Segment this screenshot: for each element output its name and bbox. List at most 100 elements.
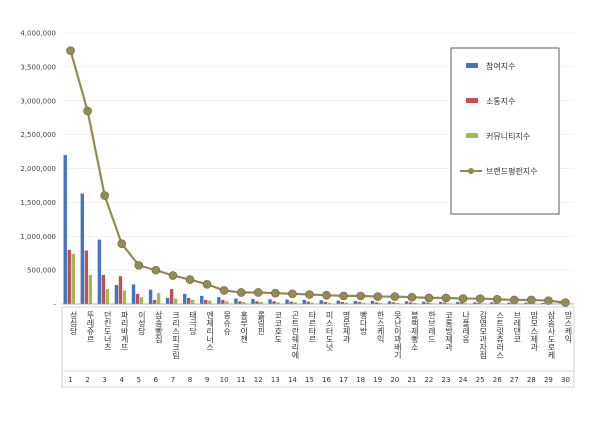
bar [289, 301, 293, 304]
legend-swatch [466, 63, 478, 68]
y-tick-label: 2,000,000 [20, 165, 56, 173]
brand-line-point [202, 280, 212, 289]
brand-line-point [288, 289, 297, 299]
legend-swatch-point [468, 168, 474, 174]
brand-line-point [236, 288, 246, 297]
y-tick-label: 1,500,000 [20, 199, 56, 207]
bar [370, 300, 375, 304]
bar [165, 297, 170, 304]
bar [285, 299, 289, 304]
category-label: 코코호도 [274, 311, 283, 343]
bar [443, 302, 447, 304]
brand-line-point [544, 296, 553, 305]
bar [259, 301, 263, 304]
bar [63, 154, 67, 304]
x-axis: 성심당 1 뚜레쥬르 2 던킨도너츠 3 파리바게뜨 4 이성당 5 삼송빵집 6 크리스피크림 7 태극당… [61, 303, 575, 388]
bar [327, 302, 331, 304]
bar [268, 299, 272, 304]
bar [276, 302, 280, 304]
category-index: 9 [205, 376, 209, 384]
legend-swatch [466, 133, 478, 138]
category-index: 6 [154, 376, 159, 384]
bar [306, 301, 310, 304]
category-index: 17 [339, 376, 348, 384]
bar [340, 301, 344, 304]
bar [353, 300, 358, 304]
category-index: 8 [188, 376, 192, 384]
category-index: 29 [544, 376, 553, 384]
bar [200, 295, 204, 304]
category-label: 맘모스제과 [530, 310, 539, 352]
category-label: 명문제과 [342, 310, 351, 344]
bar [148, 289, 153, 304]
bar [234, 298, 238, 304]
bar [101, 274, 106, 304]
category-index: 30 [561, 376, 570, 384]
category-label: 이성당 [137, 310, 146, 335]
category-index: 15 [305, 376, 314, 384]
brand-line-point [373, 292, 383, 301]
bar [221, 299, 225, 304]
brand-line-point [322, 290, 331, 300]
bar [477, 302, 481, 304]
bar [131, 284, 136, 304]
category-label: 삼송빵집 [154, 310, 163, 343]
bar [408, 302, 413, 304]
bar [421, 301, 426, 304]
category-index: 22 [424, 376, 433, 384]
category-index: 27 [510, 376, 519, 384]
bar [524, 302, 528, 304]
bar [105, 289, 110, 304]
brand-line-point [441, 293, 451, 303]
category-index: 21 [407, 376, 416, 384]
category-index: 2 [85, 376, 89, 384]
bar [387, 301, 392, 304]
bar [156, 293, 161, 304]
category-label: 못난이꽈배기 [393, 311, 402, 360]
category-label: 블랙제빵소 [410, 310, 419, 351]
bar [404, 301, 409, 304]
bar [208, 300, 212, 304]
category-label: 던킨도너츠 [103, 310, 112, 351]
brand-line-point [509, 295, 519, 305]
category-index: 12 [254, 376, 263, 384]
bar [344, 302, 348, 304]
y-tick-label: 4,000,000 [20, 30, 56, 38]
bar [378, 302, 383, 304]
bar [395, 302, 400, 304]
bar [302, 299, 306, 304]
y-grid [62, 32, 574, 271]
legend-label: 참여지수 [486, 61, 515, 71]
bar [242, 301, 246, 304]
category-label: 미스터도넛 [325, 311, 334, 352]
category-label: 한브레드 [427, 311, 436, 343]
legend-label: 소통지수 [486, 97, 515, 106]
category-index: 23 [442, 376, 451, 384]
category-label: 뚜레쥬르 [86, 311, 95, 343]
category-label: 엔제리너스 [206, 310, 215, 351]
brand-line-point [356, 291, 365, 301]
brand-line-point [253, 288, 263, 297]
bar [84, 250, 88, 304]
category-label: 스트릿츄러스 [496, 311, 505, 359]
bars [63, 154, 570, 304]
y-tick-label: 500,000 [27, 267, 56, 275]
y-tick-label: 2,500,000 [20, 131, 56, 139]
category-label: 성심당 [69, 311, 78, 335]
legend-label: 브랜드평판지수 [486, 166, 538, 176]
bar [204, 299, 208, 304]
category-label: 곤트란쉐리에 [291, 311, 300, 360]
y-tick-label: - [53, 301, 56, 309]
brand-line [66, 46, 570, 307]
brand-line-point [168, 271, 178, 280]
bar [80, 193, 84, 304]
brand-line-point [185, 275, 195, 284]
bar [225, 301, 229, 304]
bar [412, 302, 417, 304]
category-index: 14 [288, 376, 297, 384]
category-label: 홍루이젠 [240, 310, 249, 343]
bar [460, 302, 464, 304]
bar [293, 302, 297, 304]
